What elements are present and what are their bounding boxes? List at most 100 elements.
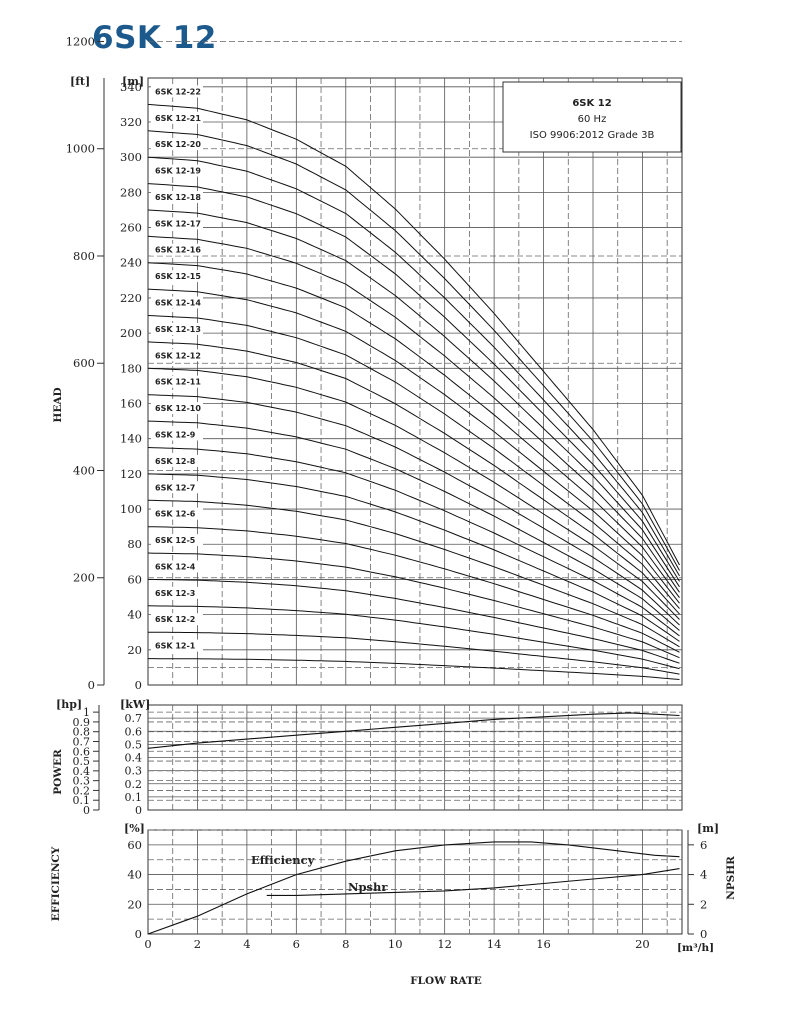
series-label-bg [151,375,203,388]
head-curve-13 [147,341,680,615]
series-label: 6SK 12-8 [155,457,196,466]
head-curve-5 [147,552,680,659]
series-label: 6SK 12-4 [155,562,196,571]
x-tick: 10 [388,937,403,951]
power-curve [147,712,680,749]
x-tick: 14 [487,937,502,951]
head-curve-9 [147,447,680,637]
series-label-bg [151,560,203,573]
npshr-tick: 4 [700,868,707,882]
series-label-bg [151,586,203,599]
head-tick-ft: 400 [73,463,95,477]
x-tick: 16 [536,937,551,951]
power-tick-hp: 0 [83,804,90,817]
x-axis-label: FLOW RATE [410,975,482,987]
series-label-bg [151,428,203,441]
series-label-bg [151,507,203,520]
head-curve-7 [147,499,680,648]
head-tick-m: 160 [120,396,142,410]
head-tick-ft: 1000 [66,142,95,156]
series-label: 6SK 12-13 [155,325,201,334]
power-tick-hp: 0.6 [73,745,91,758]
series-label-bg [151,613,203,626]
series-label: 6SK 12-2 [155,615,195,624]
power-tick-kw: 0.7 [125,712,143,725]
series-label-bg [151,481,203,494]
series-label: 6SK 12-10 [155,404,201,413]
series-label: 6SK 12-18 [155,193,201,202]
plot-frame [147,77,683,686]
head-tick-m: 40 [127,608,142,622]
head-curve-2 [147,631,680,675]
head-axis-label: HEAD [52,387,64,422]
head-tick-m: 180 [120,361,142,375]
head-tick-ft: 1200 [66,34,95,48]
power-tick-kw: 0.1 [125,791,143,804]
npshr-curve [266,868,680,896]
head-curve-22 [147,103,680,566]
info-box-frame [502,81,682,153]
series-label: 6SK 12-5 [155,536,196,545]
efficiency-annotation: Efficiency [251,853,315,867]
head-tick-m: 60 [127,572,142,586]
head-tick-m: 340 [120,80,142,94]
head-tick-m: 0 [135,678,142,692]
series-label: 6SK 12-19 [155,167,201,176]
npshr-tick: 6 [700,838,707,852]
npshr-tick: 2 [700,897,707,911]
efficiency-grid [147,829,683,935]
eff-tick: 20 [127,897,142,911]
series-label-bg [151,111,203,124]
efficiency-curve [147,841,680,935]
power-tick-kw: 0.4 [125,752,143,765]
power-tick-kw: 0.5 [125,738,143,751]
info-box [502,81,682,153]
head-tick-m: 120 [120,467,142,481]
eff-tick: 0 [135,927,142,941]
series-label: 6SK 12-15 [155,272,201,281]
head-tick-m: 100 [120,502,142,516]
head-tick-m: 200 [120,326,142,340]
x-tick: 2 [194,937,201,951]
series-label: 6SK 12-11 [155,378,201,387]
series-label: 6SK 12-14 [155,299,201,308]
power-grid [147,704,683,811]
x-tick: 20 [635,937,650,951]
power-tick-kw: 0.2 [125,778,143,791]
head-tick-m: 80 [127,537,142,551]
power-axis-label: POWER [52,749,64,795]
head-tick-m: 140 [120,432,142,446]
head-curve-10 [147,420,680,631]
npshr-tick: 0 [700,927,707,941]
series-label-bg [151,454,203,467]
head-curve-16 [147,262,680,598]
series-label-bg [151,164,203,177]
head-curve-8 [147,473,680,642]
page-title: 6SK 12 [92,20,217,56]
series-label: 6SK 12-17 [155,219,201,228]
x-tick: 0 [144,937,151,951]
head-unit-ft: [ft] [70,75,90,88]
head-curve-6 [147,526,680,653]
series-label-bg [151,85,203,98]
head-curve-4 [147,578,680,664]
power-tick-hp: 0.8 [73,726,91,739]
series-label-bg [151,138,203,151]
series-label: 6SK 12-1 [155,642,196,651]
efficiency-axis-label: EFFICIENCY [50,846,62,921]
series-label-bg [151,270,203,283]
power-tick-hp: 1 [83,706,90,719]
npshr-unit: [m] [697,822,719,835]
x-tick: 12 [437,937,452,951]
x-tick: 6 [293,937,300,951]
series-label: 6SK 12-12 [155,351,201,360]
series-label: 6SK 12-9 [155,430,196,439]
eff-tick: 60 [127,838,142,852]
head-tick-ft: 200 [73,571,95,585]
head-tick-ft: 0 [88,678,95,692]
series-label-bg [151,639,203,652]
head-tick-m: 320 [120,115,142,129]
power-tick-kw: 0 [135,804,142,817]
head-tick-m: 220 [120,291,142,305]
